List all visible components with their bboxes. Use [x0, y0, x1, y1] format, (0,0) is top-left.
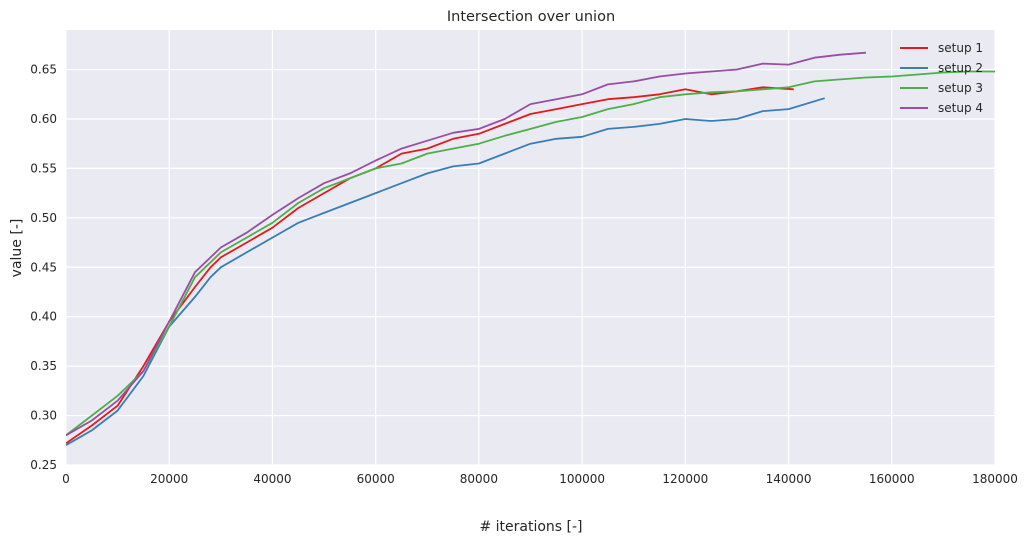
legend-label: setup 1: [938, 41, 983, 55]
series-line-setup-4: [66, 51, 867, 437]
x-tick-label: 180000: [972, 472, 1018, 486]
x-tick-label: 120000: [662, 472, 708, 486]
x-tick-label: 40000: [253, 472, 291, 486]
x-tick-label: 140000: [766, 472, 812, 486]
x-axis-label: # iterations [-]: [479, 519, 582, 535]
legend: setup 1 setup 2 setup 3 setup 4: [900, 41, 983, 115]
legend-label: setup 2: [938, 61, 983, 75]
x-tick-label: 60000: [357, 472, 395, 486]
legend-label: setup 3: [938, 81, 983, 95]
y-tick-label: 0.60: [30, 112, 57, 126]
y-tick-labels: 0.25 0.30 0.35 0.40 0.45 0.50 0.55 0.60 0.65: [30, 63, 57, 472]
series-lines: [66, 51, 995, 446]
x-tick-label: 100000: [559, 472, 605, 486]
chart-title: Intersection over union: [447, 9, 615, 25]
series-line-setup-1: [66, 86, 794, 445]
x-tick-label: 160000: [869, 472, 915, 486]
plot-area: [66, 30, 995, 465]
y-tick-label: 0.45: [30, 260, 57, 274]
y-axis-label: value [-]: [9, 219, 25, 278]
y-tick-label: 0.25: [30, 458, 57, 472]
y-tick-label: 0.50: [30, 211, 57, 225]
x-tick-label: 80000: [460, 472, 498, 486]
y-tick-label: 0.35: [30, 359, 57, 373]
series-line-setup-2: [66, 97, 825, 446]
y-tick-label: 0.30: [30, 409, 57, 423]
y-tick-label: 0.55: [30, 161, 57, 175]
legend-label: setup 4: [938, 101, 983, 115]
x-tick-label: 0: [62, 472, 70, 486]
grid-lines: [65, 30, 996, 466]
x-tick-label: 20000: [150, 472, 188, 486]
y-tick-label: 0.65: [30, 63, 57, 77]
series-line-setup-3: [66, 70, 995, 437]
y-tick-label: 0.40: [30, 310, 57, 324]
x-tick-labels: 0 20000 40000 60000 80000 100000 120000 140000 1…: [62, 472, 1018, 486]
